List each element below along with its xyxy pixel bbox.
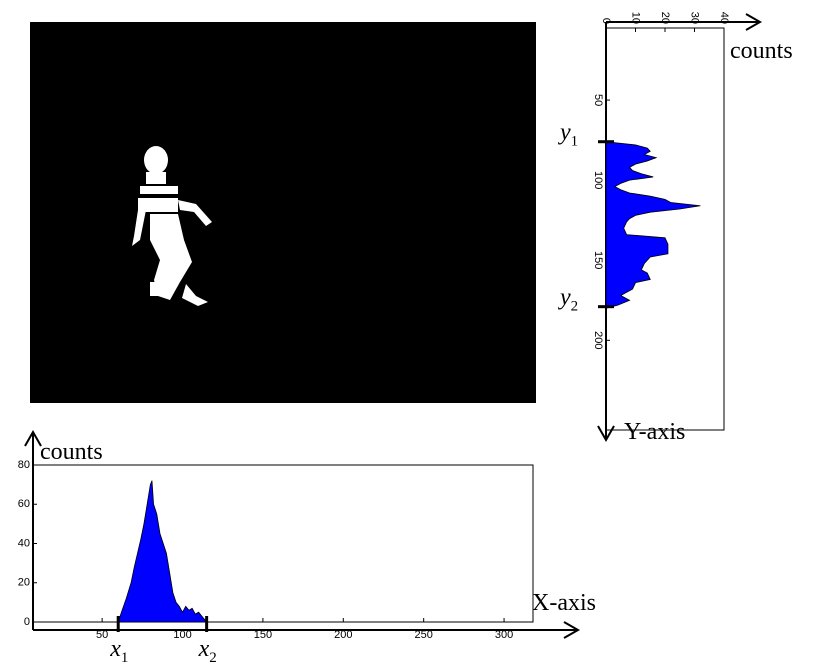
y-tick-label: 40 bbox=[718, 12, 730, 24]
area bbox=[117, 480, 208, 623]
axis-arrows bbox=[24, 429, 581, 639]
marker-label: y1 bbox=[558, 120, 578, 150]
marker-label: x2 bbox=[198, 636, 217, 666]
axis-arrows bbox=[597, 13, 763, 443]
y-tick-label: 0 bbox=[600, 18, 612, 24]
y-tick-label: 20 bbox=[18, 577, 30, 589]
y-axis-label: counts bbox=[40, 439, 103, 465]
x-axis-label: Y-axis bbox=[624, 419, 685, 445]
marker-subscript: 1 bbox=[571, 134, 579, 150]
x-tick-label: 50 bbox=[96, 629, 108, 641]
x-axis-label: X-axis bbox=[532, 590, 596, 616]
marker-subscript: 1 bbox=[121, 650, 129, 666]
y-tick-label: 20 bbox=[659, 12, 671, 24]
marker-label: x1 bbox=[109, 636, 128, 666]
x-tick-label: 150 bbox=[592, 251, 604, 269]
x-tick-label: 300 bbox=[495, 629, 513, 641]
marker-letter: y bbox=[558, 285, 571, 311]
marker-label: y2 bbox=[558, 285, 578, 315]
y-tick-label: 80 bbox=[18, 459, 30, 471]
x-tick-label: 100 bbox=[592, 171, 604, 189]
y-axis-label: counts bbox=[730, 38, 793, 64]
x-tick-label: 150 bbox=[254, 629, 272, 641]
binary-image bbox=[30, 22, 536, 403]
area bbox=[605, 141, 701, 309]
x-tick-label: 250 bbox=[414, 629, 432, 641]
marker-letter: x bbox=[109, 636, 121, 662]
marker-letter: y bbox=[558, 120, 571, 146]
x-tick-label: 50 bbox=[592, 94, 604, 106]
y-tick-label: 40 bbox=[18, 537, 30, 549]
plot-frame bbox=[32, 464, 534, 623]
marker-letter: x bbox=[198, 636, 210, 662]
marker-subscript: 2 bbox=[209, 650, 217, 666]
x-tick-label: 200 bbox=[592, 331, 604, 349]
marker-subscript: 2 bbox=[571, 299, 579, 315]
x-tick-label: 200 bbox=[334, 629, 352, 641]
y-tick-label: 10 bbox=[630, 12, 642, 24]
x-tick-label: 100 bbox=[173, 629, 191, 641]
silhouette bbox=[132, 146, 212, 306]
y-tick-label: 30 bbox=[689, 12, 701, 24]
y-tick-label: 0 bbox=[24, 616, 30, 628]
y-tick-label: 60 bbox=[18, 498, 30, 510]
